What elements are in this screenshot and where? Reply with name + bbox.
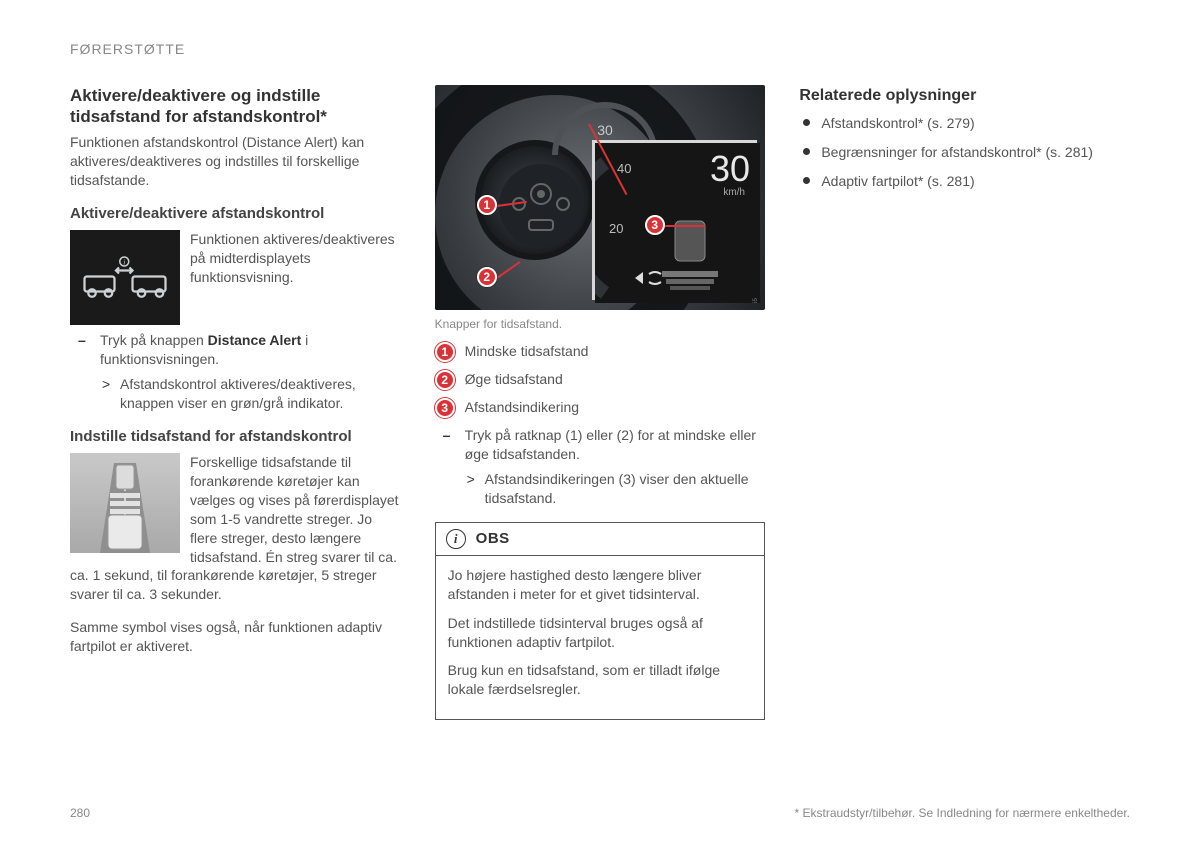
icon-with-text: i Funktionen aktiveres/deaktiveres på mi… (70, 230, 401, 325)
legend-text-3: Afstandsindikering (465, 398, 579, 417)
related-item: Begrænsninger for afstandskontrol* (s. 2… (799, 143, 1130, 162)
page-number: 280 (70, 805, 90, 821)
related-item: Afstandskontrol* (s. 279) (799, 114, 1130, 133)
obs-head: i OBS (436, 523, 765, 556)
obs-p3: Brug kun en tidsafstand, som er tilladt … (448, 661, 753, 699)
step-item: Tryk på ratknap (1) eller (2) for at min… (439, 426, 766, 508)
column-middle: 30 30 km/h 40 20 (435, 85, 766, 720)
related-item: Adaptiv fartpilot* (s. 281) (799, 172, 1130, 191)
related-list: Afstandskontrol* (s. 279) Begrænsninger … (799, 114, 1130, 191)
page-title: Aktivere/deaktivere og indstille tidsafs… (70, 85, 401, 128)
steering-wheel-image: 30 30 km/h 40 20 (435, 85, 766, 310)
related-head: Relaterede oplysninger (799, 85, 1130, 107)
distance-alert-icon: i (70, 230, 180, 325)
callout-1: 1 (477, 195, 497, 215)
obs-note: i OBS Jo højere hastighed desto længere … (435, 522, 766, 721)
step-text: Tryk på ratknap (1) eller (2) for at min… (465, 427, 756, 462)
info-icon: i (446, 529, 466, 549)
step-list: Tryk på ratknap (1) eller (2) for at min… (435, 426, 766, 508)
legend-text-2: Øge tidsafstand (465, 370, 563, 389)
column-left: Aktivere/deaktivere og indstille tidsafs… (70, 85, 401, 720)
legend-item-2: 2 Øge tidsafstand (435, 370, 766, 390)
list-item: Tryk på knappen Distance Alert i funktio… (74, 331, 401, 413)
svg-text:20: 20 (609, 221, 623, 236)
distance-alert-label: Distance Alert (208, 332, 302, 348)
subhead-activate: Aktivere/deaktivere afstandskontrol (70, 204, 401, 224)
obs-body: Jo højere hastighed desto længere bliver… (436, 556, 765, 719)
badge-3: 3 (435, 398, 455, 418)
step-sub-list: Afstandsindikeringen (3) viser den aktue… (465, 470, 766, 508)
obs-p2: Det indstillede tidsinterval bruges også… (448, 614, 753, 652)
bullet-text-a: Tryk på knappen (100, 332, 208, 348)
column-right: Relaterede oplysninger Afstandskontrol* … (799, 85, 1130, 720)
driver-display-inset: 30 km/h 40 20 G0 (592, 140, 757, 300)
content-columns: Aktivere/deaktivere og indstille tidsafs… (70, 85, 1130, 720)
svg-text:30: 30 (597, 122, 613, 138)
image-caption: Knapper for tidsafstand. (435, 316, 766, 332)
page-footer: 280 * Ekstraudstyr/tilbehør. Se Indledni… (70, 805, 1130, 821)
sub-list-item: Afstandskontrol aktiveres/deaktiveres, k… (100, 375, 401, 413)
badge-1: 1 (435, 342, 455, 362)
footnote: * Ekstraudstyr/tilbehør. Se Indledning f… (794, 805, 1130, 821)
svg-text:i: i (123, 257, 125, 266)
svg-text:30: 30 (710, 148, 750, 189)
section-header: FØRERSTØTTE (70, 40, 1130, 59)
legend-item-1: 1 Mindske tidsafstand (435, 342, 766, 362)
subhead-timegap: Indstille tidsafstand for afstandskontro… (70, 427, 401, 447)
badge-2: 2 (435, 370, 455, 390)
obs-label: OBS (476, 529, 510, 549)
intro-text: Funktionen afstandskontrol (Distance Ale… (70, 133, 401, 190)
legend-item-3: 3 Afstandsindikering (435, 398, 766, 418)
lane-image-with-text: Forskellige tidsafstande til forankørend… (70, 453, 401, 612)
callout-2: 2 (477, 267, 497, 287)
svg-text:km/h: km/h (724, 187, 746, 198)
bullet-list-activate: Tryk på knappen Distance Alert i funktio… (70, 331, 401, 413)
svg-text:G025865: G025865 (753, 297, 759, 303)
callout-legend: 1 Mindske tidsafstand 2 Øge tidsafstand 3A… (435, 342, 766, 418)
timegap-extra: Samme symbol vises også, når funktionen … (70, 618, 401, 656)
step-sub-item: Afstandsindikeringen (3) viser den aktue… (465, 470, 766, 508)
sub-list: Afstandskontrol aktiveres/deaktiveres, k… (100, 375, 401, 413)
legend-text-1: Mindske tidsafstand (465, 342, 589, 361)
obs-p1: Jo højere hastighed desto længere bliver… (448, 566, 753, 604)
callout-3: 3 (645, 215, 665, 235)
lane-distance-icon (70, 453, 180, 553)
svg-text:40: 40 (617, 161, 631, 176)
